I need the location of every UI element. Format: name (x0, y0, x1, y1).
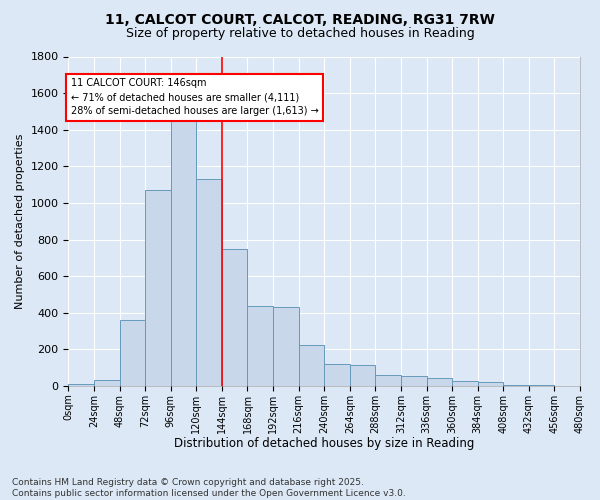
Bar (350, 365, 376, 386)
Text: Size of property relative to detached houses in Reading: Size of property relative to detached ho… (125, 28, 475, 40)
Bar (503, 385, 529, 386)
Text: 11, CALCOT COURT, CALCOT, READING, RG31 7RW: 11, CALCOT COURT, CALCOT, READING, RG31 … (105, 12, 495, 26)
Text: Contains HM Land Registry data © Crown copyright and database right 2025.
Contai: Contains HM Land Registry data © Crown c… (12, 478, 406, 498)
Text: 11 CALCOT COURT: 146sqm
← 71% of detached houses are smaller (4,111)
28% of semi: 11 CALCOT COURT: 146sqm ← 71% of detache… (71, 78, 318, 116)
Bar (222, 248, 247, 386)
Bar (452, 382, 478, 386)
Bar (273, 307, 299, 386)
Bar (401, 376, 427, 386)
Bar (478, 382, 503, 386)
X-axis label: Distribution of detached houses by size in Reading: Distribution of detached houses by size … (174, 437, 475, 450)
Bar (196, 179, 222, 386)
Bar (68, 384, 94, 386)
Bar (376, 375, 401, 386)
Bar (529, 385, 554, 386)
Bar (247, 306, 273, 386)
Bar (119, 320, 145, 386)
Bar (427, 378, 452, 386)
Bar (324, 364, 350, 386)
Bar (299, 345, 324, 386)
Bar (94, 380, 119, 386)
Bar (171, 113, 196, 386)
Y-axis label: Number of detached properties: Number of detached properties (15, 134, 25, 309)
Bar (145, 190, 171, 386)
